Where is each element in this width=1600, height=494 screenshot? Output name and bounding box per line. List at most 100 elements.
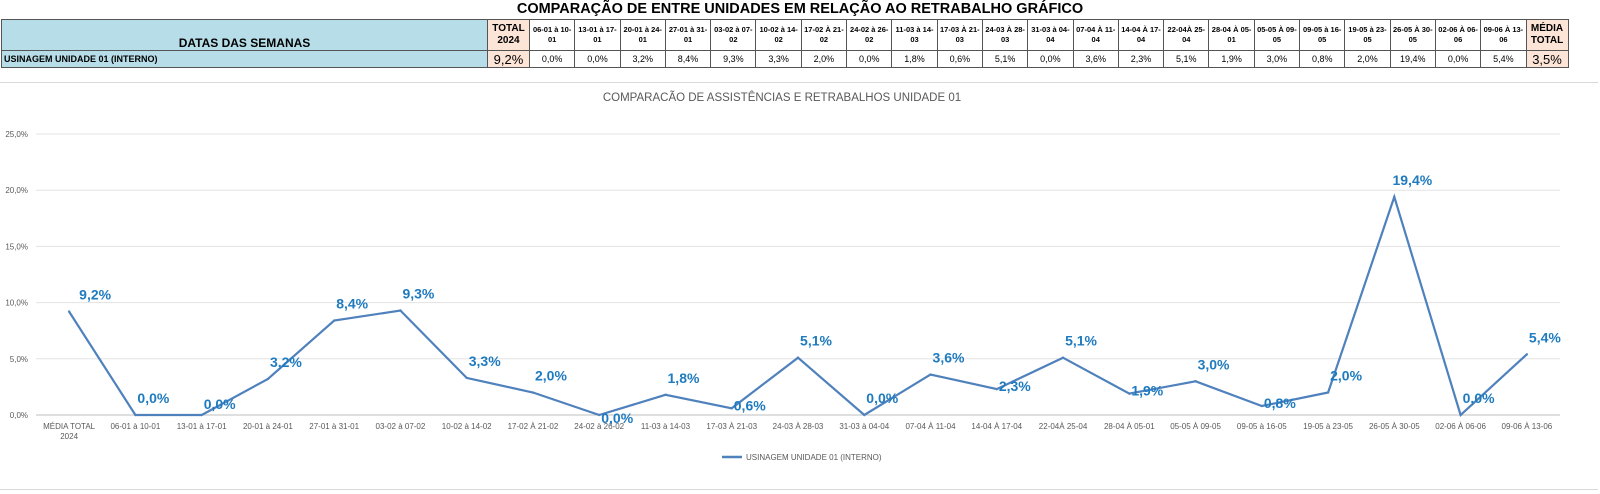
data-label: 1,8% bbox=[668, 370, 700, 386]
x-tick-label: 05-05 À 09-05 bbox=[1170, 422, 1221, 431]
x-tick-label: 26-05 À 30-05 bbox=[1369, 422, 1420, 431]
x-tick-label: 19-05 à 23-05 bbox=[1303, 422, 1353, 431]
table-cell: 2,0% bbox=[800, 50, 848, 68]
data-label: 3,6% bbox=[933, 350, 965, 366]
x-tick-label: 24-03 À 28-03 bbox=[773, 422, 824, 431]
table-cell: 3,0% bbox=[1253, 50, 1301, 68]
week-header: 24-02 à 26- 02 bbox=[846, 19, 893, 51]
data-point bbox=[598, 413, 601, 417]
data-point bbox=[1128, 392, 1131, 395]
table-cell: 0,0% bbox=[1434, 50, 1482, 68]
y-tick-label: 20,0% bbox=[5, 186, 28, 195]
data-point bbox=[1525, 353, 1529, 356]
data-point bbox=[929, 373, 932, 376]
data-label: 2,3% bbox=[999, 378, 1031, 394]
week-header: 19-05 à 23- 05 bbox=[1344, 19, 1391, 51]
x-tick-label: 24-02 à 26-02 bbox=[574, 422, 624, 431]
chart-legend: USINAGEM UNIDADE 01 (INTERNO) bbox=[722, 453, 882, 462]
data-label: 0,6% bbox=[734, 397, 766, 413]
weeks-table: DATAS DAS SEMANAS TOTAL 2024 06-01 à 10- 01 1… bbox=[1, 19, 1569, 68]
data-label: 0,0% bbox=[204, 396, 236, 412]
data-label: 3,3% bbox=[469, 353, 501, 369]
x-tick-label: 02-06 À 06-06 bbox=[1435, 422, 1486, 431]
y-tick-label: 5,0% bbox=[10, 355, 28, 364]
table-cell: 19,4% bbox=[1389, 50, 1436, 68]
x-tick-label: 17-03 À 21-03 bbox=[706, 422, 757, 431]
x-tick-label: 09-06 À 13-06 bbox=[1502, 422, 1553, 431]
x-tick-label: 07-04 À 11-04 bbox=[905, 422, 956, 431]
week-header: 20-01 à 24- 01 bbox=[619, 19, 666, 51]
data-label: 9,3% bbox=[402, 285, 434, 301]
chart-title: COMPARACÃO DE ASSISTÊNCIAS E RETRABALHOS… bbox=[603, 91, 961, 104]
x-tick-label: 28-04 À 05-01 bbox=[1104, 422, 1155, 431]
x-tick-label: 03-02 à 07-02 bbox=[376, 422, 426, 431]
x-tick-label: 09-05 à 16-05 bbox=[1237, 422, 1287, 431]
table-cell: 0,0% bbox=[846, 50, 893, 68]
table-cell: 0,0% bbox=[574, 50, 621, 68]
media-header: MÉDIA TOTAL bbox=[1525, 19, 1569, 51]
data-label: 9,2% bbox=[79, 287, 111, 303]
table-cell: 5,1% bbox=[981, 50, 1029, 68]
legend-label: USINAGEM UNIDADE 01 (INTERNO) bbox=[746, 453, 882, 462]
x-tick-label: 13-01 à 17-01 bbox=[177, 422, 227, 431]
x-tick-label: 27-01 à 31-01 bbox=[309, 422, 359, 431]
week-header: 26-05 À 30- 05 bbox=[1389, 19, 1436, 51]
x-axis: MÉDIA TOTAL 2024 06-01 à 10-01 13-01 à 17-0… bbox=[43, 422, 1553, 441]
week-header: 14-04 À 17- 04 bbox=[1117, 19, 1165, 51]
data-label: 0,0% bbox=[601, 410, 633, 426]
table-cell: 9,3% bbox=[710, 50, 757, 68]
data-label: 0,0% bbox=[137, 390, 169, 406]
week-header: 24-03 À 28- 03 bbox=[981, 19, 1029, 51]
chart-area: COMPARACÃO DE ASSISTÊNCIAS E RETRABALHOS… bbox=[0, 82, 1598, 490]
data-point bbox=[664, 393, 667, 396]
total-header: TOTAL 2024 bbox=[487, 19, 530, 51]
x-tick-label: 06-01 à 10-01 bbox=[110, 422, 160, 431]
y-tick-label: 10,0% bbox=[5, 299, 28, 308]
table-cell: 0,6% bbox=[936, 50, 983, 68]
week-header: 31-03 à 04- 04 bbox=[1027, 19, 1074, 51]
data-label: 19,4% bbox=[1392, 172, 1432, 188]
table-header-row: DATAS DAS SEMANAS TOTAL 2024 06-01 à 10- 01 1… bbox=[1, 19, 1569, 51]
row-total: 9,2% bbox=[487, 50, 530, 68]
data-point bbox=[730, 407, 733, 410]
data-label: 2,0% bbox=[535, 368, 567, 384]
row-media: 3,5% bbox=[1525, 50, 1569, 68]
data-point bbox=[67, 310, 71, 313]
data-point bbox=[1393, 195, 1396, 199]
table-cell: 0,8% bbox=[1299, 50, 1346, 68]
x-tick-label: 20-01 à 24-01 bbox=[243, 422, 293, 431]
table-cell: 0,0% bbox=[1027, 50, 1074, 68]
data-label: 2,0% bbox=[1330, 368, 1362, 384]
data-label: 0,8% bbox=[1264, 395, 1296, 411]
data-point bbox=[1326, 391, 1330, 394]
y-axis: 0,0% 5,0% 10,0% 15,0% 20,0% 25,0% bbox=[5, 130, 28, 420]
week-header: 17-03 À 21- 03 bbox=[936, 19, 983, 51]
x-tick-label: MÉDIA TOTAL 2024 bbox=[43, 422, 96, 441]
data-point bbox=[995, 387, 998, 391]
week-header: 10-02 à 14- 02 bbox=[755, 19, 802, 51]
data-label: 8,4% bbox=[336, 296, 368, 312]
table-cell: 1,9% bbox=[1208, 50, 1255, 68]
row-label: USINAGEM UNIDADE 01 (INTERNO) bbox=[1, 50, 488, 68]
sheet-title: COMPARAÇÃO DE ENTRE UNIDADES EM RELAÇÃO … bbox=[516, 1, 1084, 17]
week-header: 05-05 À 09- 05 bbox=[1253, 19, 1301, 51]
data-point bbox=[266, 377, 270, 381]
x-tick-label: 31-03 à 04-04 bbox=[839, 422, 889, 431]
week-header: 11-03 à 14- 03 bbox=[891, 19, 938, 51]
data-label: 0,0% bbox=[866, 390, 898, 406]
y-tick-label: 15,0% bbox=[5, 242, 28, 251]
week-header: 22-04À 25- 04 bbox=[1163, 19, 1210, 51]
header-label: DATAS DAS SEMANAS bbox=[1, 19, 488, 51]
table-cell: 3,2% bbox=[619, 50, 666, 68]
week-header: 07-04 À 11- 04 bbox=[1072, 19, 1119, 51]
week-header: 06-01 à 10- 01 bbox=[528, 19, 576, 51]
x-tick-label: 22-04À 25-04 bbox=[1039, 422, 1088, 431]
table-cell: 8,4% bbox=[664, 50, 712, 68]
week-header: 13-01 à 17- 01 bbox=[574, 19, 621, 51]
data-label: 5,1% bbox=[1065, 333, 1097, 349]
table-cell: 3,3% bbox=[755, 50, 802, 68]
data-point bbox=[200, 413, 203, 417]
data-point bbox=[332, 319, 336, 322]
data-point bbox=[863, 413, 866, 417]
week-header: 02-06 À 06- 06 bbox=[1434, 19, 1482, 51]
